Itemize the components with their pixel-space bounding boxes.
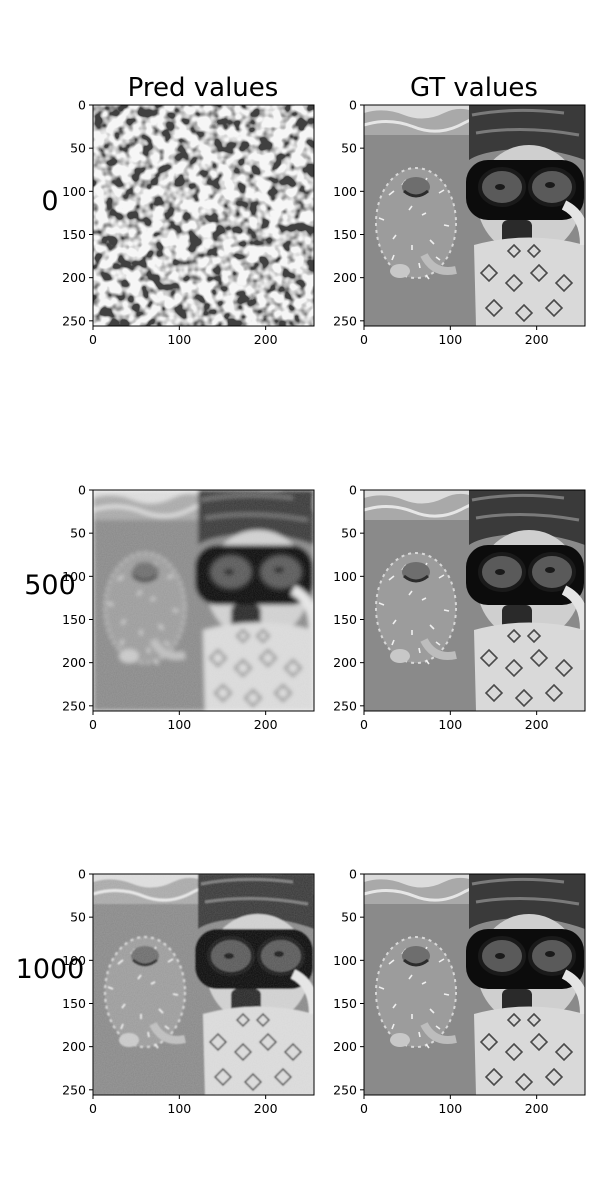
panel-1000-gt-frame [363, 873, 586, 1096]
x-tick-label: 200 [254, 332, 278, 347]
column-title-pred: Pred values [128, 73, 279, 103]
x-tick-label: 0 [360, 332, 368, 347]
panel-1000-pred-frame [92, 873, 315, 1096]
y-tick-label: 0 [349, 483, 357, 498]
x-tick-label: 200 [525, 332, 549, 347]
panel-1000-gt: 0 100 200 0 50 100 150 200 250 [333, 867, 586, 1116]
panel-0-gt-frame [363, 104, 586, 327]
x-tick-label: 200 [525, 717, 549, 732]
x-tick-label: 100 [167, 717, 191, 732]
row-label-1000: 1000 [16, 954, 85, 985]
x-tick-label: 100 [438, 717, 462, 732]
y-tick-label: 100 [333, 184, 357, 199]
y-tick-label: 150 [333, 996, 357, 1011]
y-tick-label: 150 [333, 612, 357, 627]
y-tick-label: 100 [333, 569, 357, 584]
y-tick-label: 250 [62, 313, 86, 328]
x-tick-label: 0 [360, 1101, 368, 1116]
x-tick-label: 0 [89, 717, 97, 732]
y-tick-label: 150 [62, 227, 86, 242]
y-tick-label: 250 [62, 698, 86, 713]
panel-0-pred-frame [92, 104, 315, 327]
y-tick-label: 200 [333, 1039, 357, 1054]
panel-0-pred: 0 100 200 0 50 100 150 200 250 [62, 98, 315, 347]
panel-500-pred-image [93, 490, 314, 711]
x-tick-label: 100 [167, 1101, 191, 1116]
y-tick-label: 100 [62, 569, 86, 584]
y-tick-label: 200 [62, 655, 86, 670]
panel-500-gt: 0 100 200 0 50 100 150 200 250 [333, 483, 586, 732]
y-tick-label: 50 [70, 526, 86, 541]
panel-500-pred: 0 100 200 0 50 100 150 200 250 [62, 483, 315, 732]
panel-0-gt-image [364, 102, 586, 326]
row-label-0: 0 [41, 186, 58, 217]
y-tick-label: 200 [333, 655, 357, 670]
panel-500-pred-frame [92, 489, 315, 712]
y-tick-label: 150 [333, 227, 357, 242]
panel-0-gt: 0 100 200 0 50 100 150 200 250 [333, 98, 586, 347]
y-tick-label: 200 [62, 270, 86, 285]
panel-1000-gt-image [364, 871, 586, 1095]
x-tick-label: 0 [89, 332, 97, 347]
x-tick-label: 200 [254, 717, 278, 732]
y-tick-label: 50 [341, 910, 357, 925]
y-tick-label: 0 [349, 98, 357, 113]
x-tick-label: 0 [89, 1101, 97, 1116]
y-tick-label: 0 [78, 483, 86, 498]
panel-500-gt-image [364, 487, 586, 711]
y-tick-label: 250 [62, 1082, 86, 1097]
panel-500-gt-frame [363, 489, 586, 712]
y-tick-label: 50 [341, 141, 357, 156]
y-tick-label: 150 [62, 612, 86, 627]
x-tick-label: 200 [525, 1101, 549, 1116]
y-tick-label: 250 [333, 1082, 357, 1097]
x-tick-label: 200 [254, 1101, 278, 1116]
y-tick-label: 150 [62, 996, 86, 1011]
column-title-gt: GT values [410, 73, 538, 103]
y-tick-label: 250 [333, 313, 357, 328]
y-tick-label: 0 [78, 98, 86, 113]
x-tick-label: 100 [438, 332, 462, 347]
y-tick-label: 50 [70, 910, 86, 925]
y-tick-label: 250 [333, 698, 357, 713]
y-tick-label: 100 [62, 184, 86, 199]
y-tick-label: 200 [333, 270, 357, 285]
y-tick-label: 50 [341, 526, 357, 541]
x-tick-label: 100 [438, 1101, 462, 1116]
x-tick-label: 0 [360, 717, 368, 732]
y-tick-label: 0 [78, 867, 86, 882]
y-tick-label: 100 [62, 953, 86, 968]
y-tick-label: 0 [349, 867, 357, 882]
row-label-500: 500 [24, 570, 76, 601]
y-tick-label: 50 [70, 141, 86, 156]
panel-1000-pred: 0 100 200 0 50 100 150 200 250 [62, 867, 315, 1116]
panel-1000-pred-image [93, 874, 314, 1095]
panel-0-pred-image [93, 105, 314, 326]
y-tick-label: 100 [333, 953, 357, 968]
y-tick-label: 200 [62, 1039, 86, 1054]
x-tick-label: 100 [167, 332, 191, 347]
